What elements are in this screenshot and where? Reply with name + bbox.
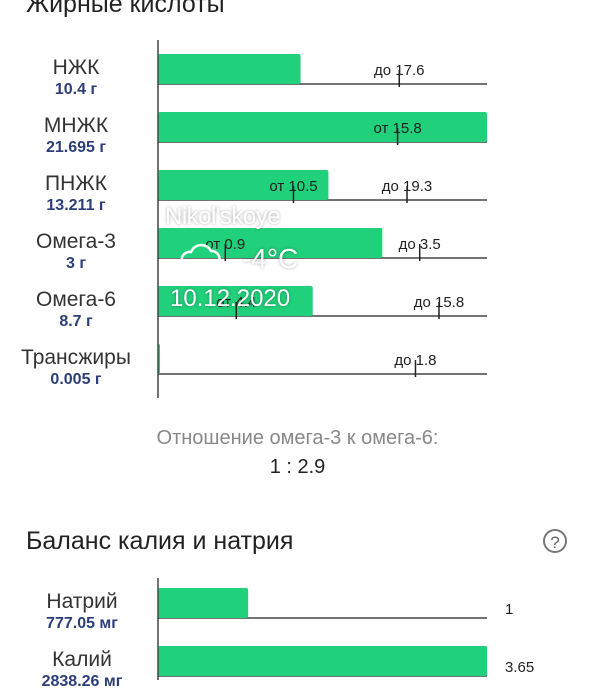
omega-ratio-value: 1 : 2.9 [269, 456, 326, 478]
row-amount: 21.695 г [45, 139, 107, 156]
row-name: Трансжиры [21, 346, 131, 369]
balance-bar-1 [158, 646, 487, 676]
row-label: НЖК 10.4 г [1, 56, 151, 100]
row-label: ПНЖК 13.211 г [1, 172, 151, 216]
balance-row-label: Натрий 777.05 мг [7, 590, 157, 634]
help-icon[interactable]: ? [543, 529, 567, 553]
bar-1 [158, 112, 487, 142]
max-label: до 15.8 [414, 294, 464, 311]
overlay-temperature: -4°C [242, 243, 299, 274]
bar-0 [158, 54, 301, 84]
row-label: Трансжиры 0.005 г [1, 346, 151, 390]
max-label: до 1.8 [394, 352, 436, 369]
max-label: до 17.6 [374, 62, 424, 79]
min-label: от 4.4 [216, 294, 256, 311]
max-label: до 3.5 [399, 236, 441, 253]
row-name: Омега-6 [35, 288, 116, 311]
row-amount: 777.05 мг [46, 615, 118, 632]
balance-value-label: 3.65 [505, 659, 534, 676]
bar-4 [158, 286, 313, 316]
overlay-date: 10.12.2020 [170, 285, 291, 312]
row-name: НЖК [52, 56, 100, 79]
row-label: МНЖК 21.695 г [1, 114, 151, 158]
row-amount: 13.211 г [46, 197, 106, 214]
balance-bar-0 [158, 588, 249, 618]
bar-2 [158, 170, 329, 200]
fatty-acids-title: Жирные кислоты [26, 0, 225, 18]
row-amount: 3 г [65, 255, 86, 272]
overlay-location: Nikol'skoye [165, 203, 281, 230]
row-amount: 0.005 г [50, 371, 102, 388]
row-name: МНЖК [43, 114, 109, 137]
row-label: Омега-6 8.7 г [1, 288, 151, 332]
min-label: от 15.8 [373, 120, 421, 137]
row-name: ПНЖК [45, 172, 107, 195]
balance-value-label: 1 [505, 601, 513, 618]
row-amount: 10.4 г [54, 81, 98, 98]
row-name: Натрий [46, 590, 118, 613]
row-label: Омега-3 3 г [1, 230, 151, 274]
omega-ratio-caption: Отношение омега-3 к омега-6: [156, 427, 439, 449]
row-amount: 8.7 г [59, 313, 93, 330]
max-label: до 19.3 [382, 178, 432, 195]
balance-title: Баланс калия и натрия [26, 527, 294, 555]
row-name: Калий [52, 648, 112, 671]
min-label: от 0.9 [205, 236, 245, 253]
row-name: Омега-3 [35, 230, 116, 253]
min-label: от 10.5 [269, 178, 317, 195]
